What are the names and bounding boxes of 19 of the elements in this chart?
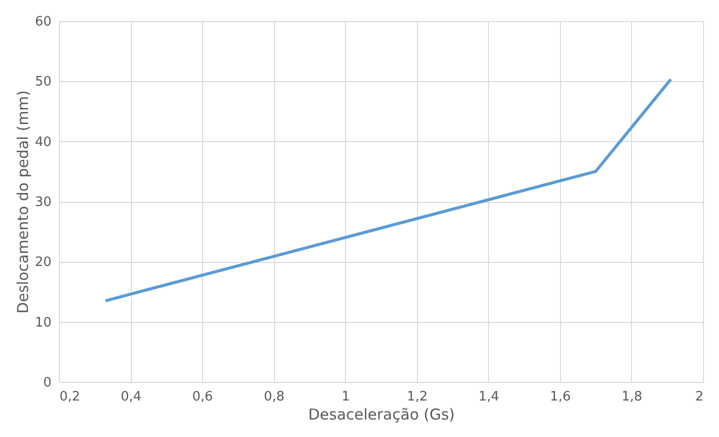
y-tick-label: 40 <box>34 134 52 150</box>
y-tick-label: 10 <box>34 315 52 330</box>
x-tick-label: 0,2 <box>60 390 80 404</box>
x-tick-label: 0,4 <box>120 390 142 404</box>
x-tick-label: 0,8 <box>264 390 285 404</box>
x-tick-label: 2 <box>695 390 704 404</box>
x-tick-label: 1,2 <box>406 390 428 404</box>
x-tick-label: 1,6 <box>550 390 571 404</box>
y-tick-label: 60 <box>34 14 52 30</box>
y-tick-label: 0 <box>43 376 52 390</box>
y-tick-label: 50 <box>34 74 52 90</box>
x-tick-label: 1,4 <box>478 390 500 404</box>
x-axis-title: Desaceleração (Gs) <box>308 406 455 424</box>
y-tick-label: 30 <box>34 195 52 210</box>
x-tick-label: 1,8 <box>622 390 642 404</box>
x-tick-label: 0,6 <box>192 390 213 404</box>
y-axis-title: Deslocamento do pedal (mm) <box>14 90 32 314</box>
x-tick-label: 1 <box>342 390 350 404</box>
y-tick-label: 20 <box>34 255 52 270</box>
